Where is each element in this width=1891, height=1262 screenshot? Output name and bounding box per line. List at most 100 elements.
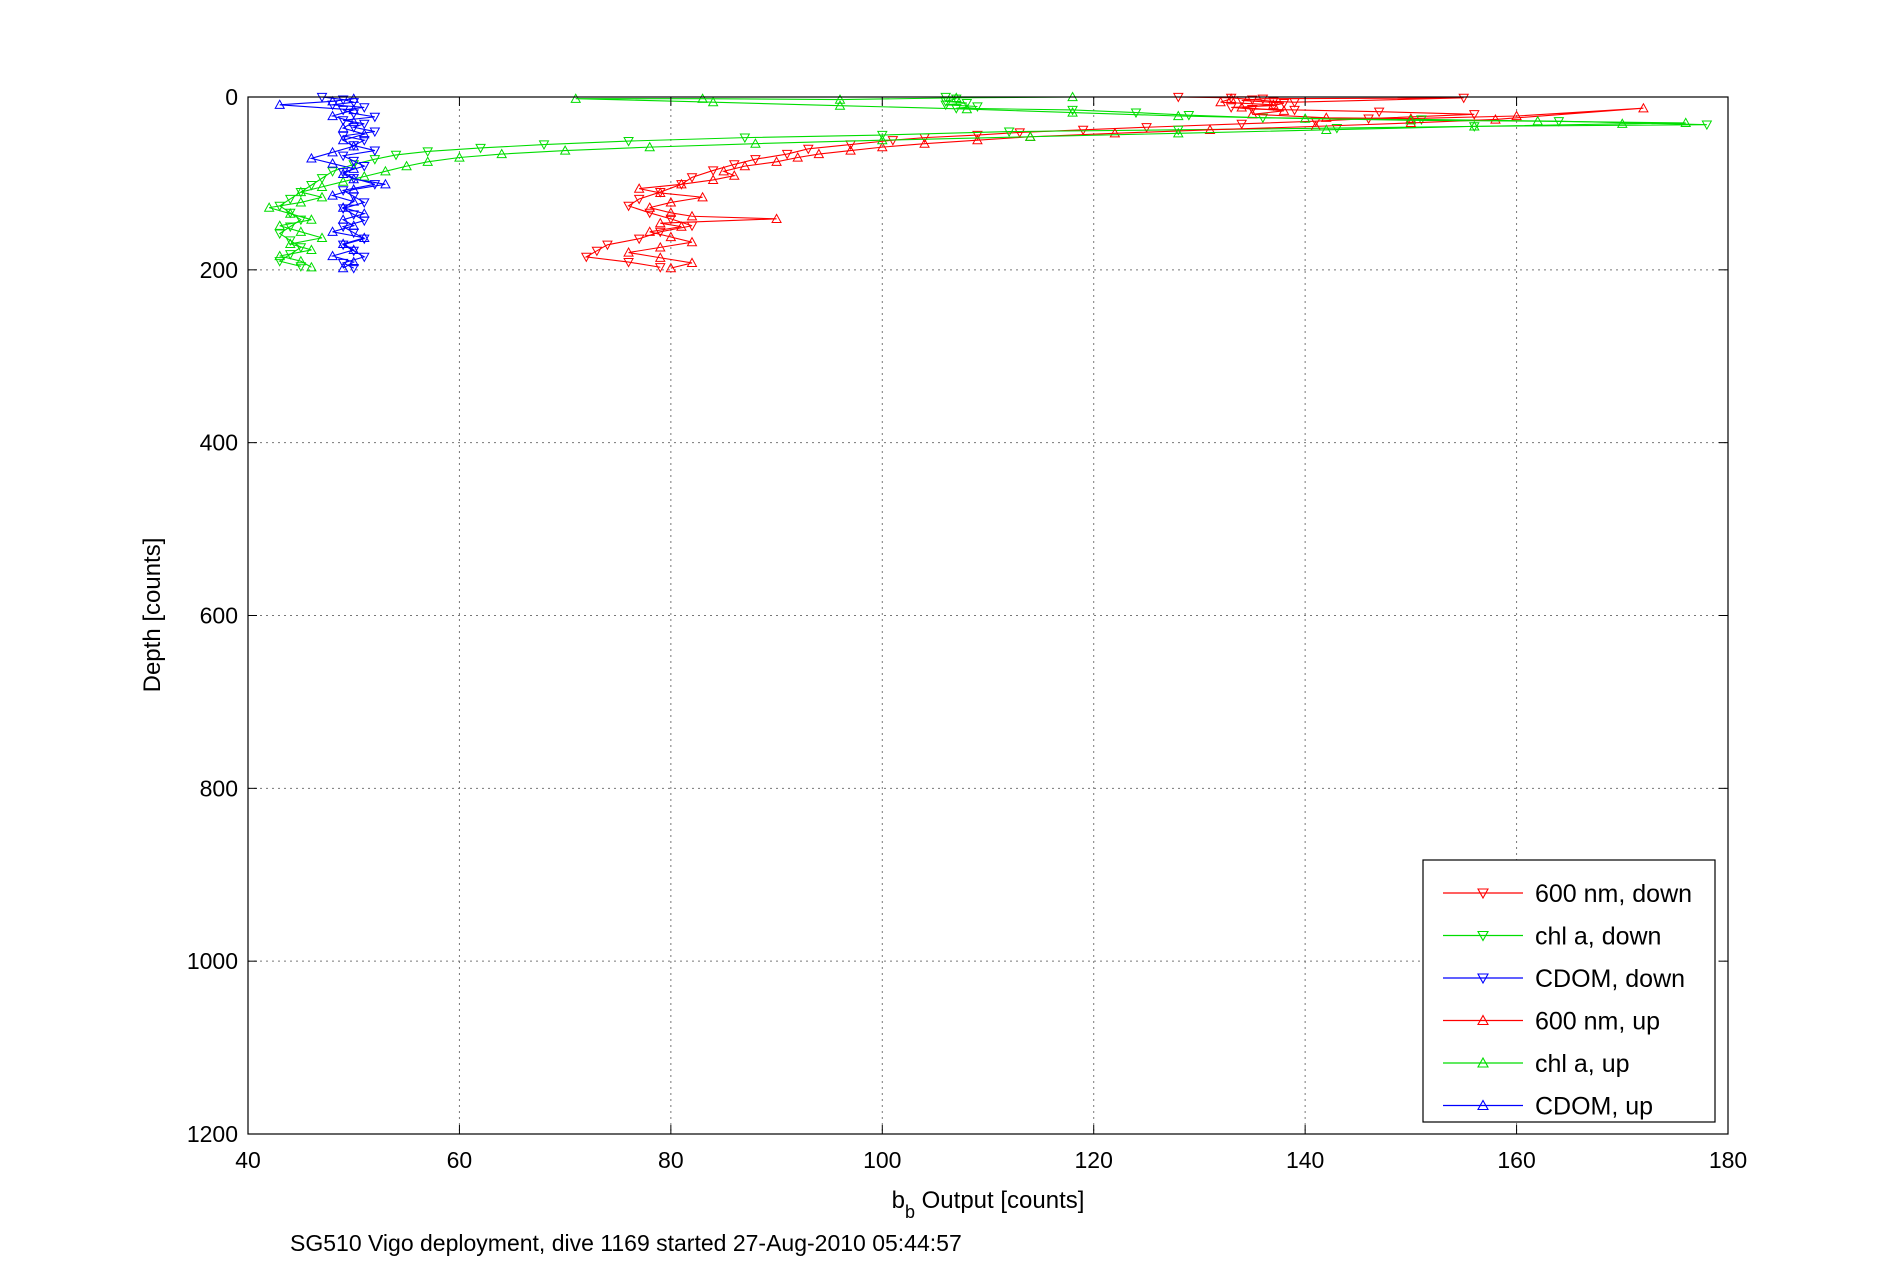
data-point-marker [369,112,381,123]
data-point-marker [1014,128,1026,138]
data-point-marker [327,167,338,177]
data-point-marker [697,191,708,202]
data-point-marker [834,94,846,104]
data-point-marker [348,256,360,267]
legend-marker [1477,1014,1489,1026]
tick-layer: 40 60 80 100 120 140 160 180 0 200 400 600 800 1000 12… [187,84,1747,1173]
legend-label: 600 nm, up [1535,1008,1660,1036]
data-point-marker [1130,108,1142,119]
data-point-marker [1320,124,1332,134]
data-point-marker [644,208,656,219]
data-point-marker [306,244,317,255]
data-point-marker [348,173,360,184]
data-point-marker [1236,101,1248,112]
data-point-marker [337,168,349,179]
data-point-marker [358,232,370,242]
data-point-marker [665,262,677,273]
data-point-marker [284,194,296,205]
data-point-marker [940,100,952,111]
data-point-marker [781,149,793,160]
x-tick-label: 140 [1286,1147,1324,1173]
data-point-marker [337,202,349,212]
data-point-marker [358,119,370,130]
x-tick-label: 160 [1497,1147,1535,1173]
data-point-marker [1067,107,1078,117]
data-point-marker [306,261,317,272]
data-point-marker [337,134,349,145]
data-point-marker [358,234,370,245]
data-point-marker [1468,120,1480,131]
data-point-marker [422,147,434,157]
data-point-marker [295,262,307,272]
data-point-marker [327,226,338,236]
data-point-marker [633,234,645,245]
data-point-marker [274,229,286,240]
data-point-marker [728,170,740,180]
legend-entry: 600 nm, down [1443,880,1692,908]
data-point-marker [876,134,888,145]
legend-label: chl a, up [1535,1050,1630,1078]
data-point-marker [686,257,698,268]
data-point-marker [686,210,698,221]
data-point-marker [1458,93,1470,104]
data-point-marker [1225,103,1237,113]
data-point-marker [1468,110,1480,120]
data-point-marker [654,187,666,198]
data-point-marker [274,99,286,109]
data-point-marker [284,208,296,218]
data-point-marker [813,148,825,159]
data-point-marker [644,202,656,212]
data-point-marker [623,136,634,147]
data-point-marker [358,162,370,172]
data-point-marker [274,257,286,267]
data-point-marker [1003,127,1015,138]
data-point-marker [1215,96,1226,107]
data-point-marker [707,174,719,185]
series-line [279,98,386,269]
data-point-marker [337,176,349,186]
series-line [268,96,1686,268]
data-point-marker [1257,94,1269,105]
x-axis-label-main: b [892,1187,905,1214]
data-point-marker [771,213,782,223]
data-point-marker [475,143,486,154]
legend-entry: 600 nm, up [1443,1008,1660,1036]
legend-entry: chl a, down [1443,923,1661,951]
data-point-marker [739,133,751,144]
data-point-marker [337,122,349,133]
data-point-marker [792,151,804,162]
data-point-marker [284,222,296,233]
data-point-marker [1268,101,1279,112]
data-point-marker [728,160,740,170]
y-tick-label: 0 [225,84,238,110]
data-point-marker [665,207,677,217]
data-point-marker [538,140,550,151]
data-point-marker [665,231,677,242]
data-point-marker [295,255,307,266]
data-point-marker [1405,113,1417,123]
data-point-marker [316,174,328,184]
data-point-marker [337,186,349,196]
data-point-marker [1141,123,1152,133]
data-point-marker [358,103,370,113]
data-point-marker [369,180,381,190]
data-point-marker [802,144,814,155]
data-point-marker [972,130,983,141]
data-point-marker [1172,110,1184,121]
series-600-nm-up [623,93,1649,273]
data-point-marker [306,214,317,224]
data-point-marker [697,93,708,103]
x-tick-label: 180 [1709,1147,1747,1173]
data-point-marker [327,250,338,261]
data-point-marker [306,152,317,163]
data-point-marker [654,263,666,273]
data-point-marker [1183,111,1195,121]
data-point-marker [316,181,328,191]
data-point-marker [337,238,349,249]
data-point-marker [348,196,360,206]
y-tick-label: 1200 [187,1121,238,1147]
data-point-marker [1278,98,1290,109]
data-point-marker [707,96,719,107]
legend-marker [1477,973,1489,985]
data-point-marker [358,252,370,263]
